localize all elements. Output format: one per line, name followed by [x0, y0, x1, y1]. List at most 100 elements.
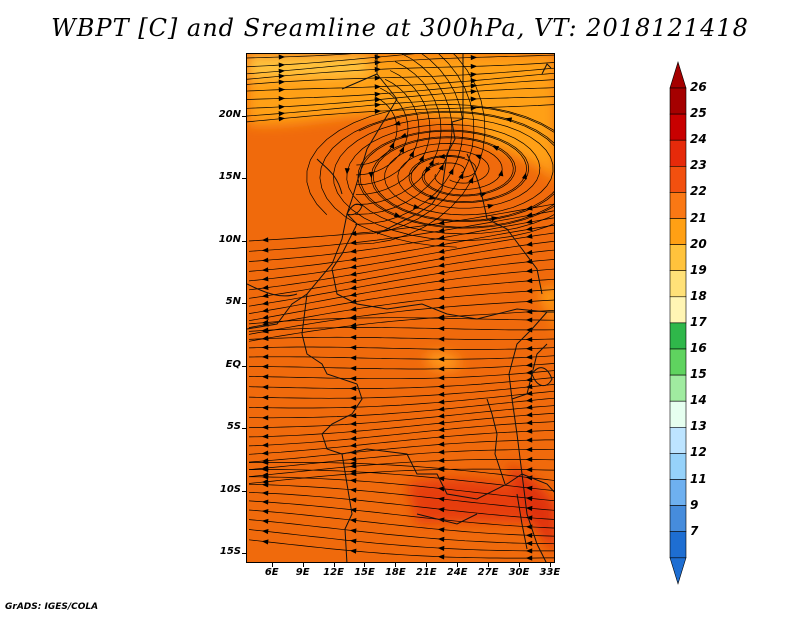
- streamline-arrow: [349, 264, 357, 270]
- streamline-arrow: [525, 532, 533, 539]
- lat-label-10n: 10N: [218, 233, 241, 245]
- shading-northeast: [467, 114, 554, 181]
- streamline-arrow: [389, 141, 395, 149]
- streamline-arrow: [437, 527, 445, 533]
- streamline-arrow: [349, 334, 357, 340]
- vortex-streamline: [359, 106, 554, 228]
- lon-label-18e: 18E: [384, 567, 406, 578]
- lat-label-15n: 15N: [218, 171, 241, 182]
- streamline-arrow: [349, 548, 357, 554]
- streamline: [248, 210, 554, 252]
- colorbar-label-18: 18: [690, 288, 707, 303]
- vortex-streamline: [346, 124, 554, 235]
- colorbar-box: [669, 166, 687, 193]
- colorbar-label-24: 24: [690, 132, 707, 147]
- lon-label-33e: 33E: [539, 567, 561, 578]
- streamline: [355, 54, 475, 235]
- lon-tick: [364, 563, 366, 567]
- lake-tanganyika: [486, 398, 506, 485]
- northeast-border: [541, 63, 552, 75]
- colorbar-label-20: 20: [690, 236, 707, 251]
- streamline: [247, 96, 554, 117]
- lat-tick: [242, 115, 246, 117]
- streamline-arrow: [525, 428, 533, 434]
- lon-label-12e: 12E: [323, 567, 344, 578]
- streamline-arrow: [525, 362, 533, 368]
- border-angola-coast-inner: [341, 453, 353, 562]
- streamline-arrow: [261, 459, 269, 466]
- streamline: [247, 54, 353, 59]
- streamline-arrow: [437, 234, 445, 241]
- streamline-arrow: [261, 284, 269, 291]
- vortex-arrow: [368, 171, 374, 179]
- streamline-arrow: [525, 317, 533, 323]
- vortex-streamline: [333, 117, 554, 241]
- streamline-arrow: [437, 326, 445, 332]
- colorbar-box: [669, 218, 687, 245]
- streamline-arrow: [261, 344, 269, 350]
- lon-label-9e: 9E: [295, 567, 310, 578]
- lat-label-10s: 10S: [219, 483, 241, 495]
- border-niger-chad: [376, 73, 398, 100]
- map-panel: [246, 53, 555, 563]
- streamline-arrow: [349, 375, 357, 382]
- streamline-arrow: [470, 89, 478, 95]
- streamline-arrow: [437, 420, 445, 426]
- streamline-arrow: [349, 413, 357, 419]
- streamline-arrow: [374, 75, 382, 81]
- streamline: [248, 224, 554, 272]
- shading-central-pocket: [427, 352, 462, 370]
- streamline-arrow: [437, 241, 445, 247]
- border-nigeria-north: [316, 158, 343, 195]
- streamline-arrow: [525, 540, 533, 546]
- streamline-arrow: [278, 73, 286, 79]
- streamline-arrow: [438, 163, 444, 171]
- streamline-arrow: [349, 469, 357, 475]
- streamline-arrow: [374, 54, 382, 60]
- streamline-arrow: [437, 457, 445, 464]
- streamline-arrow: [525, 241, 533, 247]
- streamline-arrow: [349, 507, 357, 513]
- colorbar-box: [669, 270, 687, 298]
- shading-north-edge: [247, 54, 367, 79]
- streamline-arrow: [525, 327, 533, 333]
- lon-tick: [518, 563, 520, 567]
- lat-tick: [242, 240, 246, 242]
- colorbar-box: [669, 453, 687, 480]
- streamline: [248, 327, 554, 332]
- streamline-arrow: [261, 508, 269, 515]
- streamline: [248, 459, 554, 477]
- streamline-arrow: [349, 355, 357, 361]
- streamline-arrow: [525, 412, 533, 418]
- streamline-arrow: [428, 159, 434, 167]
- streamline-arrow: [261, 424, 269, 430]
- border-chad-sudan: [376, 54, 464, 235]
- streamline-arrow: [349, 435, 357, 441]
- streamline: [356, 96, 398, 166]
- streamlines-layer: [247, 54, 554, 561]
- streamline-arrow: [349, 478, 357, 484]
- colorbar-label-12: 12: [690, 445, 707, 460]
- streamline: [249, 405, 554, 428]
- streamline: [247, 72, 554, 92]
- streamline: [356, 87, 409, 176]
- lat-tick: [242, 365, 246, 367]
- streamline-arrow: [349, 456, 357, 462]
- streamline-arrow: [349, 518, 357, 524]
- vortex-arrow: [521, 172, 527, 180]
- streamline-arrow: [470, 83, 478, 89]
- streamline: [247, 79, 554, 100]
- colorbar-label-11: 11: [690, 471, 707, 486]
- streamline: [248, 289, 554, 328]
- colorbar-label-26: 26: [690, 80, 707, 94]
- lon-label-27e: 27E: [477, 567, 499, 578]
- streamline-arrow: [437, 486, 445, 492]
- colorbar-box: [669, 296, 687, 324]
- lake-victoria: [531, 367, 553, 387]
- lake-malawi: [516, 493, 528, 550]
- border-sudan-southsudan: [466, 153, 543, 295]
- border-niger-nigeria-chad: [346, 98, 398, 225]
- streamline-arrow: [261, 474, 269, 480]
- streamline-arrow: [374, 97, 382, 103]
- streamline-arrow: [349, 230, 357, 236]
